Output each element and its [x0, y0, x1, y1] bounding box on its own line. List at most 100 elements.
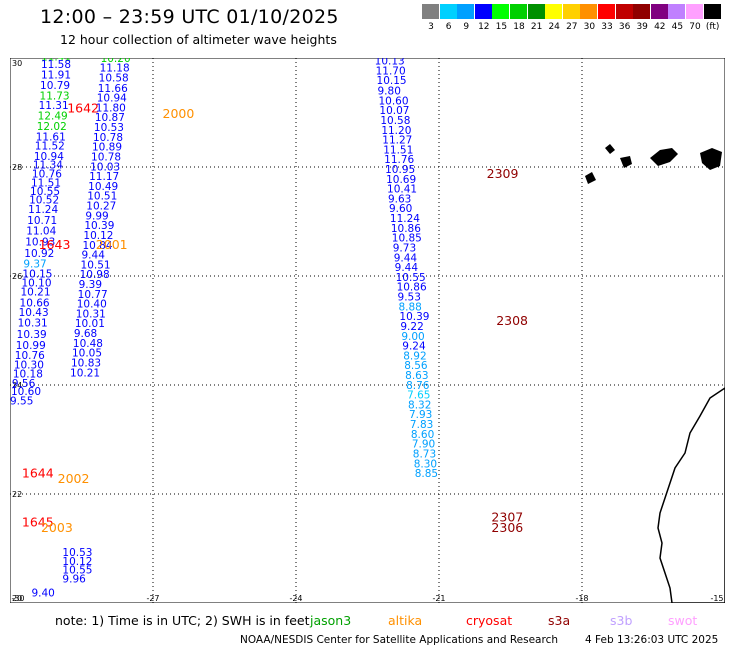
- swh-value: 10.49: [88, 181, 118, 193]
- swh-value: 9.39: [79, 279, 102, 291]
- scale-label: 21: [530, 22, 543, 32]
- scale-label: 6: [445, 22, 452, 32]
- scale-label: 9: [463, 22, 470, 32]
- satellite-label: s3b: [610, 613, 633, 628]
- pass-label: 2308: [496, 313, 528, 328]
- swh-value: 10.93: [25, 236, 55, 248]
- swh-value: 10.27: [86, 201, 116, 213]
- swh-value: 10.76: [32, 168, 62, 180]
- swh-value: 8.32: [408, 399, 431, 411]
- pass-label: 2002: [58, 471, 90, 486]
- swh-value: 9.60: [389, 203, 412, 215]
- swh-value: 10.15: [377, 75, 407, 87]
- swh-value: 10.53: [62, 547, 92, 559]
- swh-value: 11.51: [31, 178, 61, 190]
- scale-swatch: [457, 4, 475, 19]
- swh-value: 10.39: [84, 220, 114, 232]
- pass-label: 1642: [67, 101, 99, 116]
- swh-value: 10.39: [17, 329, 47, 341]
- scale-swatch: [650, 4, 668, 19]
- swh-value: 9.80: [378, 86, 401, 98]
- swh-value: 10.99: [16, 340, 46, 352]
- swh-value: 10.83: [71, 357, 101, 369]
- scale-label: 18: [513, 22, 525, 32]
- scale-label: 39: [636, 22, 648, 32]
- swh-value: 11.24: [28, 204, 58, 216]
- scale-label: 15: [495, 22, 508, 32]
- swh-value: 11.66: [98, 83, 128, 95]
- scale-label: 33: [601, 22, 613, 32]
- swh-value: 7.90: [412, 439, 435, 451]
- swh-value: 10.55: [30, 186, 60, 198]
- swh-value: 10.31: [18, 318, 48, 330]
- x-tick-label: -30: [11, 594, 24, 603]
- swh-value: 10.79: [40, 80, 70, 92]
- swh-value: 11.20: [381, 125, 411, 137]
- swh-value: 9.73: [393, 242, 416, 254]
- swh-value: 10.94: [34, 151, 64, 163]
- swh-value: 10.60: [378, 95, 408, 107]
- swh-value: 9.68: [74, 328, 97, 340]
- swh-value: 12.49: [38, 111, 68, 123]
- africa-coastline: [657, 387, 725, 603]
- swh-value: 9.22: [400, 321, 423, 333]
- swh-value: 10.21: [70, 367, 100, 379]
- timestamp-text: 4 Feb 13:26:03 UTC 2025: [585, 634, 719, 646]
- swh-value: 10.48: [73, 338, 103, 350]
- pass-label: 2307: [491, 509, 523, 524]
- scale-swatch: [633, 4, 651, 19]
- scale-swatch: [422, 4, 439, 19]
- swh-value: 10.05: [72, 348, 102, 360]
- canary-island-1: [650, 148, 678, 166]
- swh-value: 9.00: [401, 331, 424, 343]
- swh-value: 10.39: [399, 311, 429, 323]
- swh-value: 9.53: [398, 292, 421, 304]
- swh-value: 10.84: [82, 240, 112, 252]
- swh-value: 10.12: [62, 556, 92, 568]
- scale-swatch: [527, 4, 545, 19]
- swh-value: 10.20: [101, 58, 131, 65]
- pass-label: 2001: [96, 237, 128, 252]
- y-tick-labels: 30 28 26 24 22 20: [12, 59, 22, 603]
- swh-value: 9.99: [85, 210, 108, 222]
- scale-swatch: [668, 4, 686, 19]
- map-subtitle: 12 hour collection of altimeter wave hei…: [60, 32, 337, 47]
- x-tick-label: -27: [146, 594, 159, 603]
- scale-label: 36: [618, 22, 631, 32]
- swh-value: 10.51: [81, 259, 111, 271]
- scale-swatch: [598, 4, 615, 19]
- scale-swatch: [492, 4, 510, 19]
- swh-value: 10.66: [20, 298, 50, 310]
- swh-value: 10.85: [392, 233, 422, 245]
- swh-value: 10.03: [90, 161, 120, 173]
- map-title: 12:00 – 23:59 UTC 01/10/2025: [40, 6, 339, 28]
- swh-value: 9.37: [23, 258, 46, 270]
- swh-value: 11.27: [382, 135, 412, 147]
- x-tick-label: -21: [432, 594, 445, 603]
- swh-value: 9.44: [82, 250, 106, 262]
- pass-label: 1643: [39, 237, 71, 252]
- satellite-label: altika: [388, 613, 423, 628]
- swh-value: 10.78: [93, 132, 123, 144]
- swh-value: 9.96: [62, 573, 86, 585]
- swh-value: 11.80: [96, 102, 126, 114]
- scale-label: 12: [478, 22, 490, 32]
- swh-value: 10.40: [77, 299, 107, 311]
- swh-value: 10.86: [391, 223, 421, 235]
- scale-label: 27: [566, 22, 578, 32]
- satellite-label: cryosat: [466, 613, 513, 628]
- swh-value: 10.13: [375, 58, 405, 68]
- swh-value: 8.63: [405, 370, 428, 382]
- swh-value: 12.02: [37, 121, 67, 133]
- scale-swatch: [580, 4, 598, 19]
- swh-value: 10.89: [92, 142, 122, 154]
- land-masses: [585, 144, 725, 603]
- x-tick-label: -18: [575, 594, 588, 603]
- scale-swatch: [439, 4, 457, 19]
- swh-value: 10.76: [15, 350, 45, 362]
- swh-value: 8.73: [413, 448, 436, 460]
- credit-text: NOAA/NESDIS Center for Satellite Applica…: [240, 634, 558, 646]
- swh-value: 11.34: [33, 160, 63, 172]
- swh-value: 11.51: [383, 144, 413, 156]
- swh-value: 11.70: [376, 65, 406, 77]
